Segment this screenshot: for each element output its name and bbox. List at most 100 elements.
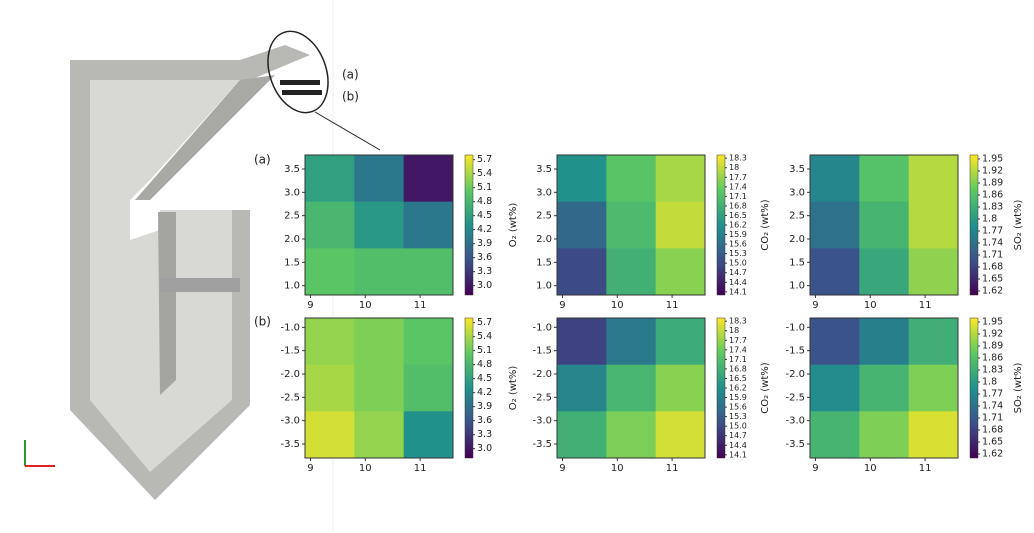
- colorbar-tick-label: 5.4: [477, 331, 492, 342]
- x-tick-label: 9: [307, 463, 313, 474]
- colorbar-tick-label: 3.0: [477, 280, 492, 291]
- heatmap-cell: [656, 365, 706, 412]
- heatmap-cell: [606, 248, 656, 295]
- colorbar-tick-label: 14.1: [729, 450, 747, 459]
- y-tick-label: -1.0: [785, 322, 805, 333]
- heatmap-cell: [404, 411, 454, 458]
- heatmap-cell: [354, 318, 404, 365]
- y-tick-label: -2.5: [532, 392, 552, 403]
- colorbar-tick-label: 1.86: [982, 353, 1003, 364]
- colorbar-tick-label: 3.6: [477, 415, 492, 426]
- heatmap-cell: [810, 155, 860, 202]
- colorbar-label: O₂ (wt%): [508, 366, 519, 411]
- colorbar-tick-label: 17.7: [729, 173, 747, 182]
- y-tick-label: -1.0: [280, 322, 300, 333]
- x-tick-label: 9: [559, 463, 565, 474]
- colorbar-tick-label: 1.62: [982, 449, 1003, 460]
- x-tick-label: 10: [359, 463, 372, 474]
- colorbar-tick-label: 15.6: [729, 240, 747, 249]
- colorbar-tick-label: 4.5: [477, 210, 492, 221]
- heatmap-cell: [859, 155, 909, 202]
- heatmap-cell: [557, 248, 607, 295]
- y-tick-label: -1.5: [785, 346, 805, 357]
- colorbar-tick-label: 1.83: [982, 365, 1003, 376]
- colorbar-tick-label: 16.8: [729, 201, 747, 210]
- heatmap-cell: [859, 248, 909, 295]
- y-tick-label: -3.5: [532, 439, 552, 450]
- colorbar-tick-label: 18.3: [729, 154, 747, 163]
- heatmap-cell: [354, 411, 404, 458]
- colorbar-tick-label: 18: [729, 326, 739, 335]
- heatmap-cell: [810, 248, 860, 295]
- colorbar-tick-label: 16.2: [729, 384, 747, 393]
- y-tick-label: 2.5: [536, 211, 552, 222]
- colorbar-tick-label: 1.8: [982, 214, 997, 225]
- y-tick-label: -1.5: [280, 346, 300, 357]
- colorbar-tick-label: 15.3: [729, 249, 747, 258]
- colorbar-tick-label: 16.5: [729, 211, 747, 220]
- colorbar-tick-label: 1.65: [982, 437, 1003, 448]
- callout-label: (b): [342, 90, 359, 104]
- heatmap-cell: [305, 202, 355, 249]
- y-tick-label: 1.0: [536, 281, 552, 292]
- y-tick-label: 3.5: [536, 164, 552, 175]
- colorbar-tick-label: 15.3: [729, 412, 747, 421]
- colorbar-tick-label: 15.0: [729, 422, 747, 431]
- x-tick-label: 10: [864, 463, 877, 474]
- colorbar-label: SO₂ (wt%): [1013, 199, 1024, 250]
- y-tick-label: 2.0: [789, 234, 805, 245]
- heatmap-cell: [859, 202, 909, 249]
- colorbar-tick-label: 1.89: [982, 178, 1003, 189]
- colorbar-label: SO₂ (wt%): [1013, 362, 1024, 413]
- y-tick-label: -2.5: [785, 392, 805, 403]
- heatmap-cell: [656, 202, 706, 249]
- x-tick-label: 9: [812, 300, 818, 311]
- heatmap-cell: [557, 318, 607, 365]
- heatmap-cell: [909, 155, 959, 202]
- colorbar: [465, 318, 473, 458]
- y-tick-label: -3.5: [280, 439, 300, 450]
- y-tick-label: 1.5: [789, 257, 805, 268]
- colorbar-tick-label: 17.7: [729, 336, 747, 345]
- colorbar-tick-label: 1.83: [982, 202, 1003, 213]
- heatmap-cell: [354, 365, 404, 412]
- colorbar-tick-label: 1.92: [982, 166, 1003, 177]
- heatmap-cell: [557, 155, 607, 202]
- colorbar-tick-label: 1.86: [982, 190, 1003, 201]
- colorbar-tick-label: 15.9: [729, 230, 747, 239]
- heatmap-cell: [909, 202, 959, 249]
- colorbar-label: CO₂ (wt%): [760, 362, 771, 414]
- colorbar: [465, 155, 473, 295]
- y-tick-label: 3.5: [284, 164, 300, 175]
- x-tick-label: 11: [414, 300, 427, 311]
- colorbar-tick-label: 15.0: [729, 259, 747, 268]
- y-tick-label: 1.0: [789, 281, 805, 292]
- colorbar-tick-label: 1.68: [982, 262, 1003, 273]
- x-tick-label: 9: [559, 300, 565, 311]
- y-tick-label: 2.5: [284, 211, 300, 222]
- heatmap-cell: [859, 365, 909, 412]
- y-tick-label: -3.0: [532, 416, 552, 427]
- colorbar-tick-label: 1.74: [982, 401, 1003, 412]
- y-tick-label: 3.0: [789, 187, 805, 198]
- y-tick-label: 2.0: [536, 234, 552, 245]
- colorbar-tick-label: 1.74: [982, 238, 1003, 249]
- colorbar-tick-label: 3.6: [477, 252, 492, 263]
- colorbar-tick-label: 5.7: [477, 154, 492, 165]
- colorbar-tick-label: 4.8: [477, 359, 492, 370]
- heatmap-cell: [354, 202, 404, 249]
- colorbar-tick-label: 18: [729, 163, 739, 172]
- heatmap-cell: [909, 411, 959, 458]
- y-tick-label: -1.0: [532, 322, 552, 333]
- colorbar-tick-label: 17.4: [729, 345, 747, 354]
- colorbar-tick-label: 3.3: [477, 429, 492, 440]
- colorbar-tick-label: 17.1: [729, 192, 747, 201]
- y-tick-label: -1.5: [532, 346, 552, 357]
- y-tick-label: 3.0: [284, 187, 300, 198]
- colorbar-tick-label: 1.65: [982, 274, 1003, 285]
- colorbar-tick-label: 14.4: [729, 441, 747, 450]
- heatmap-cell: [404, 155, 454, 202]
- colorbar-tick-label: 15.9: [729, 393, 747, 402]
- heatmap-cell: [354, 248, 404, 295]
- heatmap-cell: [404, 318, 454, 365]
